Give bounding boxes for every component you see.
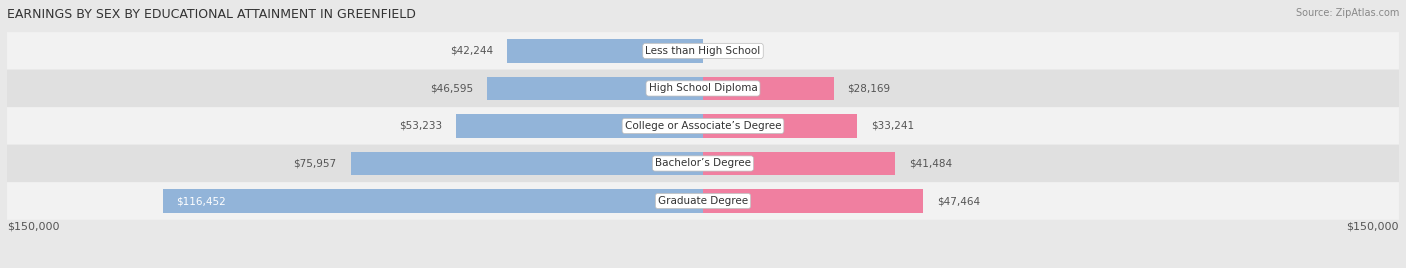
Text: $46,595: $46,595	[430, 83, 472, 94]
Bar	[703, 114, 858, 137]
Bar	[350, 152, 703, 175]
Text: $75,957: $75,957	[294, 158, 336, 169]
Text: $33,241: $33,241	[872, 121, 914, 131]
FancyBboxPatch shape	[7, 32, 1399, 70]
Text: $0: $0	[717, 46, 730, 56]
Legend: Male, Female: Male, Female	[643, 266, 763, 268]
Text: Graduate Degree: Graduate Degree	[658, 196, 748, 206]
Text: Source: ZipAtlas.com: Source: ZipAtlas.com	[1295, 8, 1399, 18]
Text: $28,169: $28,169	[848, 83, 891, 94]
Text: College or Associate’s Degree: College or Associate’s Degree	[624, 121, 782, 131]
Bar	[703, 77, 834, 100]
Text: $150,000: $150,000	[1347, 222, 1399, 232]
Bar	[508, 39, 703, 62]
Text: $41,484: $41,484	[910, 158, 952, 169]
Bar	[703, 152, 896, 175]
Text: $116,452: $116,452	[177, 196, 226, 206]
FancyBboxPatch shape	[7, 182, 1399, 220]
Text: EARNINGS BY SEX BY EDUCATIONAL ATTAINMENT IN GREENFIELD: EARNINGS BY SEX BY EDUCATIONAL ATTAINMEN…	[7, 8, 416, 21]
Text: Less than High School: Less than High School	[645, 46, 761, 56]
Bar	[486, 77, 703, 100]
FancyBboxPatch shape	[7, 70, 1399, 107]
Text: High School Diploma: High School Diploma	[648, 83, 758, 94]
FancyBboxPatch shape	[7, 145, 1399, 182]
FancyBboxPatch shape	[7, 107, 1399, 145]
Bar	[163, 189, 703, 213]
Text: $150,000: $150,000	[7, 222, 59, 232]
Text: $53,233: $53,233	[399, 121, 441, 131]
Bar	[456, 114, 703, 137]
Bar	[703, 189, 924, 213]
Text: $47,464: $47,464	[938, 196, 980, 206]
Text: $42,244: $42,244	[450, 46, 494, 56]
Text: Bachelor’s Degree: Bachelor’s Degree	[655, 158, 751, 169]
